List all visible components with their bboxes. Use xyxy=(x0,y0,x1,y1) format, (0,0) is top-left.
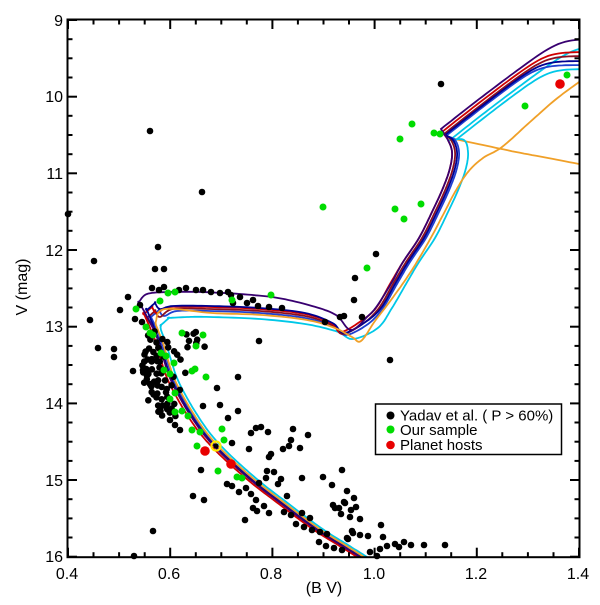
svg-text:9: 9 xyxy=(54,13,63,30)
svg-text:14: 14 xyxy=(45,396,63,413)
svg-text:Yadav et al. ( P > 60%): Yadav et al. ( P > 60%) xyxy=(400,408,553,425)
svg-text:1.0: 1.0 xyxy=(363,566,385,583)
svg-text:Our sample: Our sample xyxy=(400,422,478,439)
svg-text:0.4: 0.4 xyxy=(56,566,78,583)
svg-text:11: 11 xyxy=(46,166,63,183)
svg-text:V (mag): V (mag) xyxy=(14,259,31,316)
svg-text:15: 15 xyxy=(45,473,63,490)
svg-text:16: 16 xyxy=(45,549,63,566)
svg-text:Planet hosts: Planet hosts xyxy=(400,437,483,454)
svg-text:1.4: 1.4 xyxy=(567,566,589,583)
svg-text:10: 10 xyxy=(45,89,63,106)
svg-text:12: 12 xyxy=(45,243,63,260)
svg-text:0.8: 0.8 xyxy=(260,566,282,583)
svg-text:(B V): (B V) xyxy=(306,580,342,597)
svg-text:0.6: 0.6 xyxy=(158,566,180,583)
svg-text:13: 13 xyxy=(45,319,63,336)
svg-text:1.2: 1.2 xyxy=(465,566,487,583)
